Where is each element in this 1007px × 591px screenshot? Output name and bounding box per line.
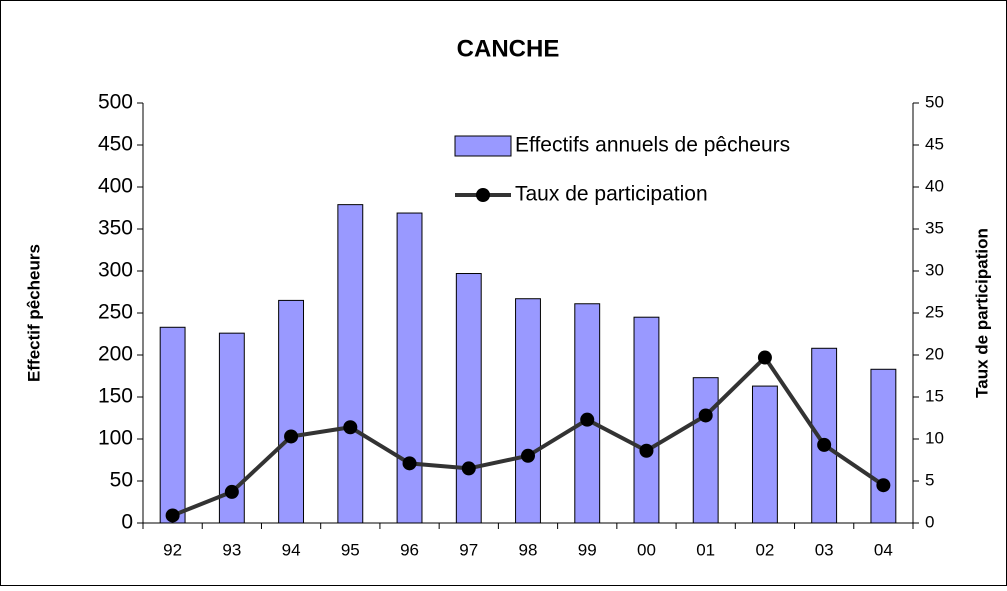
x-tick-label: 98 <box>519 540 538 559</box>
y-tick-label: 50 <box>110 469 133 492</box>
marker <box>639 443 654 458</box>
y-tick-label: 250 <box>98 301 133 324</box>
x-tick-label: 94 <box>282 540 301 559</box>
y-tick-label: 300 <box>98 259 133 282</box>
legend-label: Taux de participation <box>515 183 708 206</box>
y2-tick-label: 30 <box>925 260 944 279</box>
marker <box>343 420 358 435</box>
y2-tick-label: 15 <box>925 386 944 405</box>
bar <box>515 298 541 524</box>
marker <box>402 456 417 471</box>
y2-tick-label: 25 <box>925 302 944 321</box>
legend-swatch <box>454 135 512 157</box>
bar <box>751 385 778 524</box>
y-tick-label: 400 <box>98 175 133 198</box>
marker <box>521 448 535 463</box>
y-tick-label: 350 <box>98 217 133 240</box>
marker <box>580 412 595 427</box>
marker <box>224 484 239 499</box>
bar <box>692 377 719 524</box>
x-tick-label: 95 <box>341 540 360 559</box>
bar <box>337 204 364 524</box>
bar <box>396 212 423 524</box>
marker <box>817 437 832 452</box>
x-tick-label: 97 <box>459 540 478 559</box>
y-tick-label: 500 <box>98 91 133 114</box>
bar <box>633 316 660 524</box>
y-tick-label: 100 <box>98 427 133 450</box>
marker <box>698 408 713 423</box>
bar <box>159 326 186 524</box>
bar <box>455 273 482 524</box>
x-tick-label: 03 <box>815 540 834 559</box>
marker <box>757 350 772 365</box>
y-axis-label: Effectif pêcheurs <box>24 244 43 382</box>
x-tick-label: 99 <box>578 540 597 559</box>
marker <box>165 508 180 523</box>
y-tick-label: 200 <box>98 343 133 366</box>
y2-tick-label: 5 <box>925 470 934 489</box>
y2-tick-label: 10 <box>925 428 944 447</box>
x-tick-label: 01 <box>696 540 715 559</box>
marker <box>461 461 476 476</box>
y2-tick-label: 20 <box>925 344 944 363</box>
marker <box>876 478 891 493</box>
y2-tick-label: 45 <box>925 134 944 153</box>
bar <box>870 368 897 524</box>
chart-title: CANCHE <box>457 35 560 62</box>
y2-tick-label: 40 <box>925 176 944 195</box>
y2-tick-label: 0 <box>925 512 934 531</box>
x-tick-label: 96 <box>400 540 419 559</box>
x-tick-label: 93 <box>222 540 241 559</box>
y-tick-label: 450 <box>98 133 133 156</box>
bar <box>811 347 838 524</box>
y2-axis-label: Taux de participation <box>972 228 991 398</box>
x-tick-label: 00 <box>637 540 656 559</box>
y-tick-label: 150 <box>98 385 133 408</box>
bar <box>278 299 305 524</box>
x-tick-label: 04 <box>874 540 893 559</box>
marker <box>284 429 299 444</box>
legend-label: Effectifs annuels de pêcheurs <box>515 134 790 157</box>
y2-tick-label: 50 <box>925 92 944 111</box>
legend-marker <box>476 188 490 202</box>
x-tick-label: 92 <box>163 540 182 559</box>
y-tick-label: 0 <box>121 511 133 534</box>
x-tick-label: 02 <box>755 540 774 559</box>
y2-tick-label: 35 <box>925 218 944 237</box>
